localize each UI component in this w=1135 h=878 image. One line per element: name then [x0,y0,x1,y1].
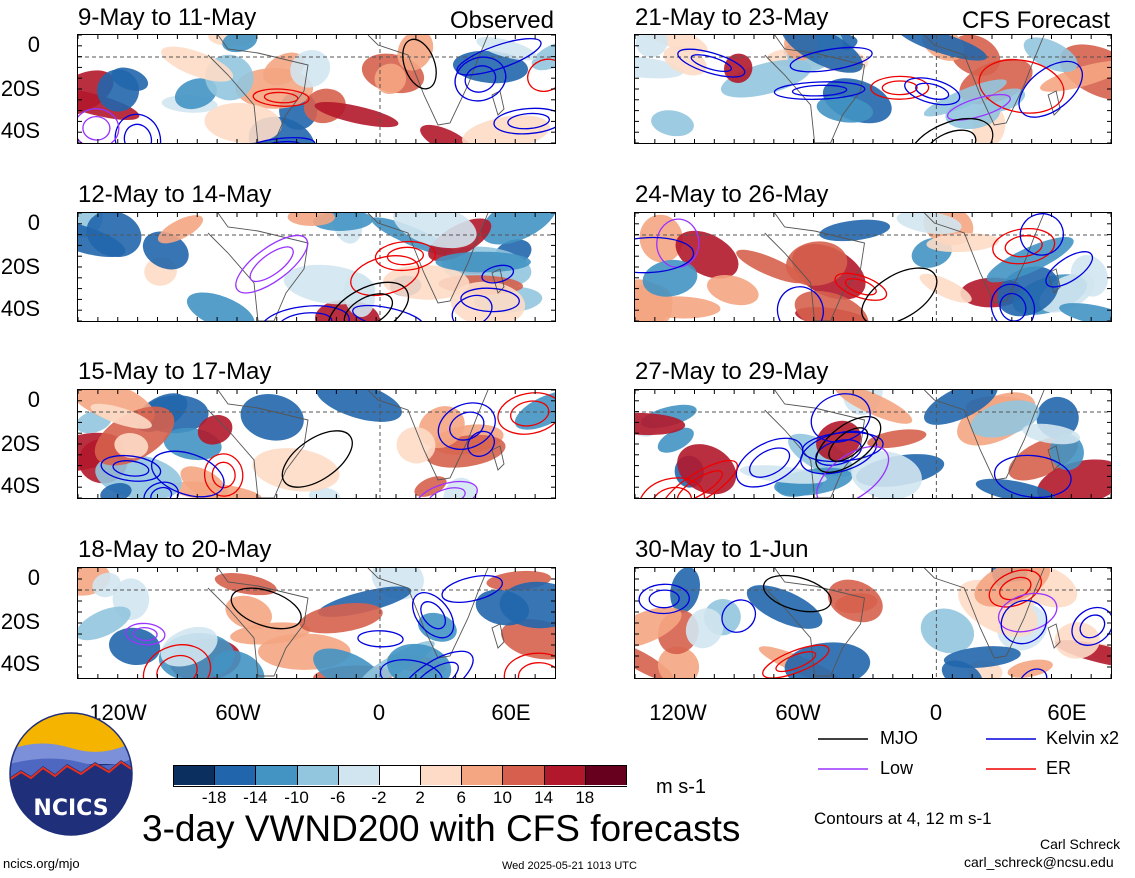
lon-label-120w-right: 120W [649,700,707,725]
observed-label: Observed [449,7,554,34]
map-panel-3 [77,212,556,322]
panel-title-2: 21-May to 23-May [635,4,829,31]
mjo-legend-line [818,738,868,740]
logo-text: NCICS [33,796,109,821]
map-panel-2 [634,34,1112,144]
colorbar-swatch-5 [379,766,422,785]
legend-low: Low [880,758,914,778]
colorbar-swatch-8 [503,766,545,785]
lat-label-row2-20s: 20S [0,254,40,279]
colorbar-swatch-9 [544,766,586,785]
low-legend-line [818,768,868,770]
colorbar-swatch-2 [256,766,298,785]
lon-label-0-right: 0 [929,700,943,725]
lat-label-row3-20s: 20S [0,431,40,456]
panel-title-6: 27-May to 29-May [635,358,829,385]
panel-title-4: 24-May to 26-May [635,181,829,208]
panel-title-5: 15-May to 17-May [78,358,272,385]
colorbar-tick--18: -18 [201,788,227,807]
colorbar-swatch-4 [338,766,380,785]
lon-label-60w-left: 60W [215,700,261,725]
colorbar-tick-2: 2 [415,788,425,807]
main-title: 3-day VWND200 with CFS forecasts [142,808,741,849]
lat-label-row4-0: 0 [27,565,40,590]
lon-label-60e-right: 60E [1047,700,1087,725]
lat-label-row4-20s: 20S [0,609,40,634]
map-panel-4 [634,212,1112,322]
colorbar [173,765,627,787]
lat-label-row1-20s: 20S [0,76,40,101]
colorbar-tick--10: -10 [284,788,309,807]
map-panel-8 [634,567,1112,679]
lon-label-0-left: 0 [372,700,386,725]
ncics-logo-icon [9,712,133,836]
lat-label-row1-40s: 40S [0,118,40,143]
panel-title-7: 18-May to 20-May [78,536,272,563]
panel-title-8: 30-May to 1-Jun [635,536,809,563]
map-panel-7 [77,567,556,679]
colorbar-tick-10: 10 [492,788,512,807]
map-panel-1 [77,34,556,144]
colorbar-tick-18: 18 [575,788,595,807]
lat-label-row3-0: 0 [27,387,40,412]
legend-mjo: MJO [880,728,918,748]
map-panel-5 [77,389,556,499]
colorbar-swatch-6 [421,766,463,785]
site-link[interactable]: ncics.org/mjo [3,856,80,871]
lat-label-row2-0: 0 [27,210,40,235]
colorbar-units: m s-1 [656,776,706,798]
map-panel-6 [634,389,1112,499]
panel-title-3: 12-May to 14-May [78,181,272,208]
legend-er: ER [1046,758,1072,778]
panel-title-1: 9-May to 11-May [78,4,257,31]
lon-label-60w-right: 60W [775,700,821,725]
lat-label-row3-40s: 40S [0,473,40,498]
lat-label-row4-40s: 40S [0,651,40,676]
cfs-forecast-label: CFS Forecast [961,7,1110,34]
lat-label-row1-0: 0 [27,32,40,57]
ncics-logo: NCICS [9,712,133,836]
lat-label-row2-40s: 40S [0,296,40,321]
colorbar-swatch-7 [462,766,504,785]
colorbar-tick--6: -6 [330,788,346,807]
contours-note: Contours at 4, 12 m s-1 [814,809,992,828]
er-legend-line [986,768,1036,770]
legend-kelvin: Kelvin x2 [1046,728,1120,748]
colorbar-tick-14: 14 [534,788,554,807]
colorbar-tick-6: 6 [456,788,466,807]
author: Carl Schreck [1040,836,1121,852]
colorbar-tick--2: -2 [371,788,387,807]
colorbar-swatch-1 [215,766,257,785]
colorbar-swatch-0 [174,766,216,785]
lon-label-60e-left: 60E [491,700,531,725]
timestamp: Wed 2025-05-21 1013 UTC [502,860,637,872]
author-email: carl_schreck@ncsu.edu [964,854,1114,870]
colorbar-swatch-3 [297,766,339,785]
kelvin-legend-line [986,738,1036,740]
colorbar-swatch-10 [585,766,627,785]
colorbar-tick--14: -14 [243,788,268,807]
